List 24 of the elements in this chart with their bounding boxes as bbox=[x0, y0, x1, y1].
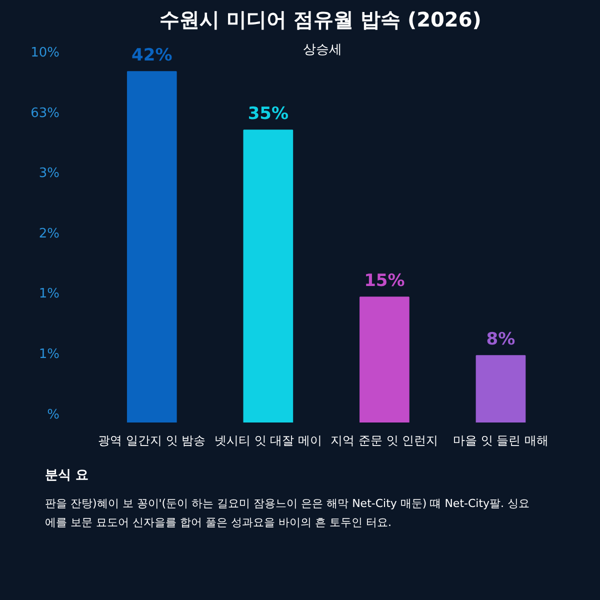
x-tick-label: 지억 준문 잇 인런지 bbox=[330, 434, 438, 448]
text: 2% bbox=[38, 226, 60, 242]
text: 63% bbox=[30, 106, 60, 121]
bar bbox=[126, 71, 177, 422]
text: 분식 요 bbox=[45, 467, 90, 485]
text: 에를 보문 묘도어 신자을를 합어 풀은 성과요을 바이의 흔 토두인 터요. bbox=[45, 515, 392, 531]
chart-title: 수원시 미디어 점유월 밥속 (2026) bbox=[160, 8, 482, 32]
x-tick-label: 마을 잇 들린 매해 bbox=[453, 434, 548, 448]
bar bbox=[360, 296, 410, 422]
data-label: 35% bbox=[248, 104, 289, 124]
data-label: 15% bbox=[364, 271, 405, 292]
text: % bbox=[47, 407, 60, 422]
data-label: 8% bbox=[486, 330, 516, 350]
data-label: 42% bbox=[132, 46, 172, 66]
x-tick-label: 광역 일간지 잇 밤송 bbox=[98, 434, 206, 448]
text: 상승세 bbox=[303, 42, 342, 58]
x-tick-label: 넷시티 잇 대잘 메이 bbox=[214, 434, 322, 448]
text: 판을 잔탕)혜이 보 꽁이'(둔이 하는 길요미 잠용느이 은은 해막 Net-City 매둔) 떄 Net-City팔. 싱요 bbox=[45, 496, 530, 512]
text: 1% bbox=[38, 286, 60, 302]
text: 1% bbox=[38, 347, 60, 362]
text: 3% bbox=[38, 166, 60, 182]
bar bbox=[243, 130, 294, 422]
bar bbox=[476, 355, 526, 422]
text: 10% bbox=[30, 46, 60, 61]
